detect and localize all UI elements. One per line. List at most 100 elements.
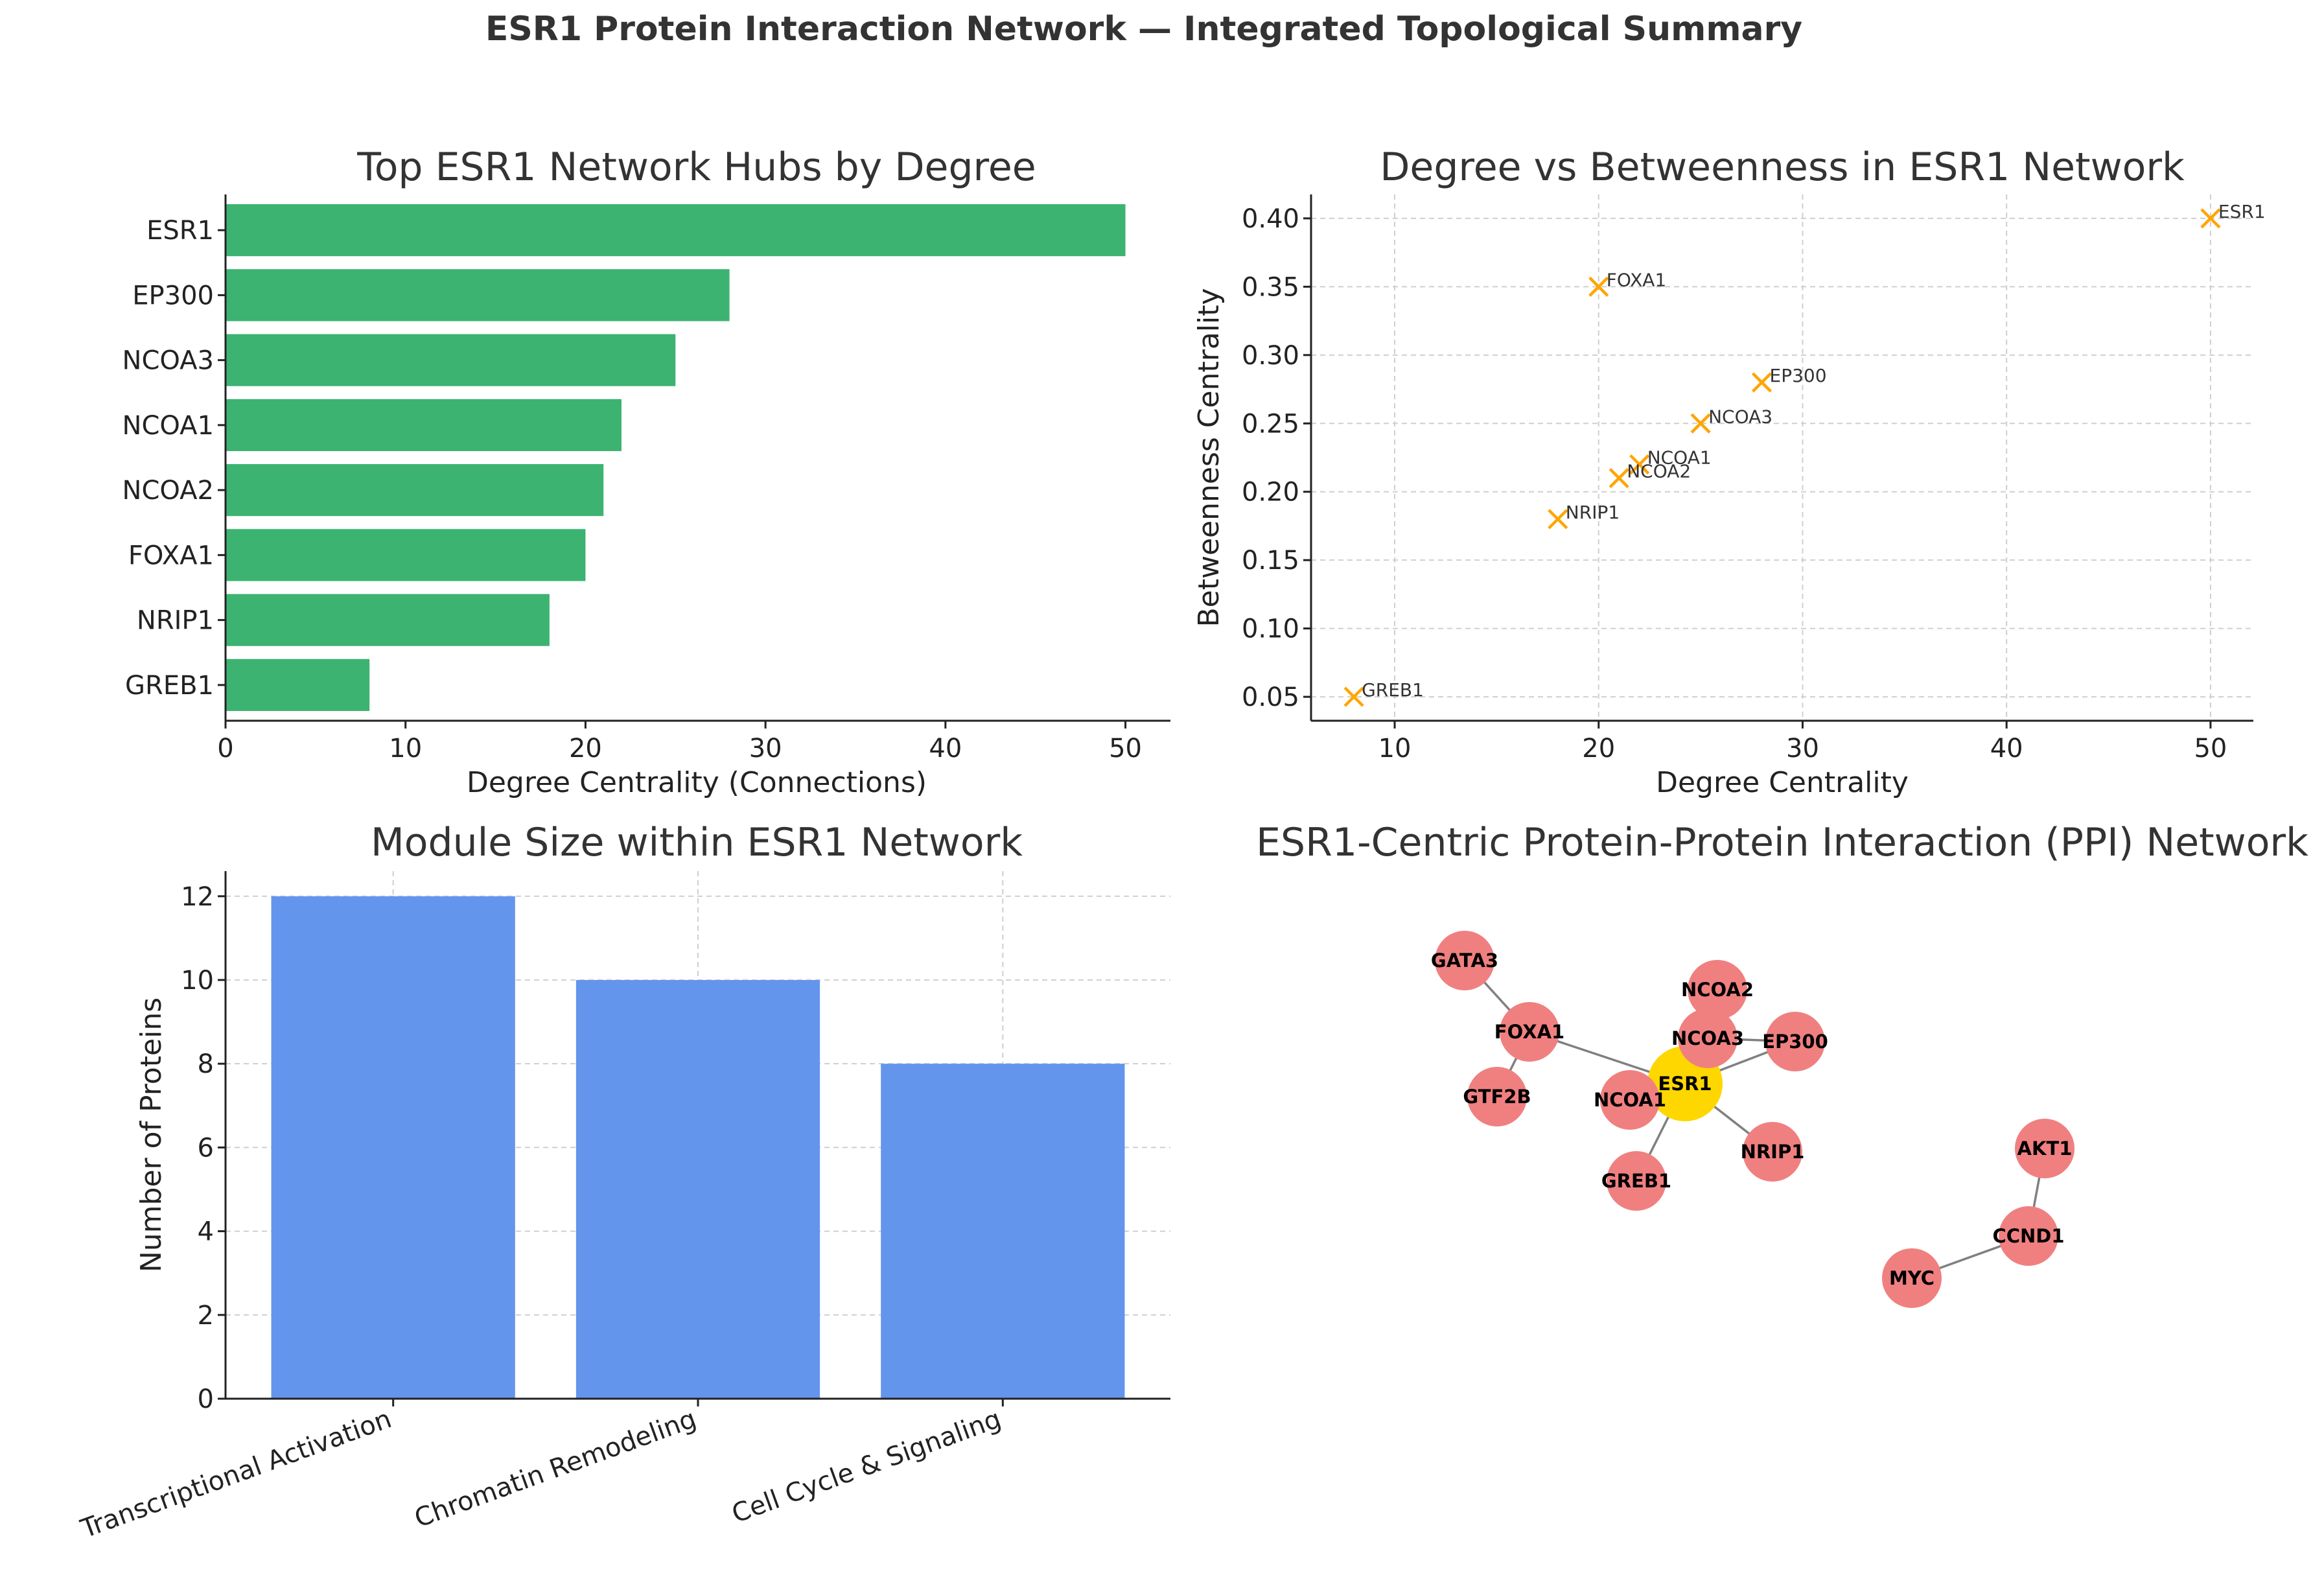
module-ytick-label: 6 xyxy=(198,1133,214,1163)
node-foxa1: FOXA1 xyxy=(1494,1002,1564,1062)
node-circle xyxy=(1688,960,1747,1020)
module-category-label: Cell Cycle & Signaling xyxy=(728,1404,1005,1529)
node-gtf2b: GTF2B xyxy=(1463,1067,1531,1126)
node-label: AKT1 xyxy=(2017,1138,2073,1160)
scatter-ytick-label: 0.30 xyxy=(1242,341,1299,371)
node-circle xyxy=(1999,1206,2058,1266)
hub-bar-ep300 xyxy=(226,269,730,321)
node-circle xyxy=(1882,1248,1942,1308)
node-label: NCOA3 xyxy=(1671,1027,1744,1049)
hub-xtick-label: 50 xyxy=(1109,734,1142,764)
scatter-point-ncoa2: NCOA2 xyxy=(1609,461,1691,489)
module-category-label: Chromatin Remodeling xyxy=(411,1404,701,1534)
hub-category-label: NCOA3 xyxy=(122,346,214,376)
hub-chart-xlabel: Degree Centrality (Connections) xyxy=(467,766,927,799)
module-size-bar-chart: Module Size within ESR1 Network 0 2 4 6 8 10 1… xyxy=(76,820,1170,1545)
scatter-ytick-label: 0.25 xyxy=(1242,409,1299,439)
module-category-label: Transcriptional Activation xyxy=(76,1404,395,1545)
hub-bar-esr1 xyxy=(226,204,1126,257)
node-circle xyxy=(1435,931,1494,990)
hub-bar-ncoa2 xyxy=(226,464,604,517)
module-bar xyxy=(881,1064,1125,1399)
node-circle xyxy=(1607,1151,1666,1211)
scatter-point-label: NCOA2 xyxy=(1627,461,1691,482)
scatter-xtick-label: 10 xyxy=(1378,734,1412,764)
node-ncoa2: NCOA2 xyxy=(1681,960,1754,1020)
module-ytick-label: 10 xyxy=(181,966,214,996)
node-label: NRIP1 xyxy=(1741,1141,1805,1163)
scatter-point-esr1: ESR1 xyxy=(2200,201,2266,229)
module-chart-ylabel: Number of Proteins xyxy=(135,998,168,1272)
scatter-point-foxa1: FOXA1 xyxy=(1588,269,1667,297)
node-circle xyxy=(1765,1012,1825,1071)
node-circle xyxy=(1600,1070,1660,1130)
module-ytick-label: 8 xyxy=(198,1049,214,1079)
scatter-point-ep300: EP300 xyxy=(1751,365,1827,393)
hub-bar-ncoa1 xyxy=(226,399,622,451)
hub-xtick-label: 20 xyxy=(569,734,602,764)
node-circle xyxy=(1743,1122,1802,1182)
node-ncoa1: NCOA1 xyxy=(1594,1070,1666,1130)
module-chart-title: Module Size within ESR1 Network xyxy=(371,820,1023,865)
hub-category-label: FOXA1 xyxy=(128,541,214,570)
hub-category-label: ESR1 xyxy=(146,216,214,246)
node-label: MYC xyxy=(1889,1267,1935,1289)
scatter-point-label: NCOA3 xyxy=(1708,406,1772,427)
scatter-ytick-label: 0.15 xyxy=(1242,546,1299,576)
scatter-ytick-label: 0.20 xyxy=(1242,478,1299,508)
scatter-ytick-label: 0.35 xyxy=(1242,272,1299,302)
network-title: ESR1-Centric Protein-Protein Interaction… xyxy=(1256,820,2308,865)
scatter-point-nrip1: NRIP1 xyxy=(1548,502,1620,530)
degree-betweenness-scatter: Degree vs Betweenness in ESR1 Network 10… xyxy=(1192,145,2266,799)
scatter-point-label: ESR1 xyxy=(2218,201,2266,222)
node-label: CCND1 xyxy=(1992,1225,2064,1247)
module-ytick-label: 2 xyxy=(198,1301,214,1331)
hub-bar-nrip1 xyxy=(226,594,550,646)
scatter-point-label: EP300 xyxy=(1770,365,1827,386)
node-circle xyxy=(2015,1119,2074,1178)
hub-bar-greb1 xyxy=(226,659,370,711)
hub-category-label: GREB1 xyxy=(125,671,214,701)
node-label: GTF2B xyxy=(1463,1086,1531,1108)
node-circle xyxy=(1500,1002,1559,1062)
node-gata3: GATA3 xyxy=(1431,931,1498,990)
hub-bar-foxa1 xyxy=(226,529,586,581)
node-circle xyxy=(1467,1067,1527,1126)
node-myc: MYC xyxy=(1882,1248,1942,1308)
scatter-ytick-label: 0.10 xyxy=(1242,614,1299,644)
scatter-point-label: NCOA1 xyxy=(1647,447,1712,469)
scatter-point-greb1: GREB1 xyxy=(1343,679,1424,707)
ppi-network: ESR1-Centric Protein-Protein Interaction… xyxy=(1256,820,2308,1308)
hub-category-label: NCOA1 xyxy=(122,411,214,441)
hub-xtick-label: 40 xyxy=(929,734,962,764)
figure-title: ESR1 Protein Interaction Network — Integ… xyxy=(485,10,1802,49)
scatter-ytick-label: 0.40 xyxy=(1242,204,1299,234)
node-ccnd1: CCND1 xyxy=(1992,1206,2065,1266)
scatter-xlabel: Degree Centrality xyxy=(1656,766,1909,799)
node-label: GREB1 xyxy=(1601,1170,1671,1192)
node-ep300: EP300 xyxy=(1762,1012,1828,1071)
scatter-point-label: NRIP1 xyxy=(1566,502,1620,523)
scatter-ytick-label: 0.05 xyxy=(1242,682,1299,712)
node-akt1: AKT1 xyxy=(2015,1119,2074,1178)
scatter-point-label: FOXA1 xyxy=(1607,269,1667,290)
hub-xtick-label: 0 xyxy=(217,734,233,764)
hub-degree-bar-chart: Top ESR1 Network Hubs by Degree ESR1 EP30… xyxy=(122,145,1170,799)
module-ytick-label: 0 xyxy=(198,1384,214,1414)
scatter-point-ncoa3: NCOA3 xyxy=(1690,406,1772,434)
node-label: ESR1 xyxy=(1658,1073,1712,1095)
node-label: EP300 xyxy=(1762,1031,1828,1053)
module-bar xyxy=(575,979,820,1399)
hub-bar-ncoa3 xyxy=(226,334,676,386)
hub-category-label: EP300 xyxy=(132,281,214,310)
hub-xtick-label: 30 xyxy=(749,734,782,764)
node-label: NCOA2 xyxy=(1681,979,1754,1001)
scatter-ylabel: Betweenness Centrality xyxy=(1192,288,1226,627)
node-greb1: GREB1 xyxy=(1601,1151,1671,1211)
module-ytick-label: 4 xyxy=(198,1217,214,1247)
hub-category-label: NRIP1 xyxy=(137,606,214,636)
scatter-xtick-label: 20 xyxy=(1582,734,1615,764)
hub-xtick-label: 10 xyxy=(389,734,422,764)
scatter-title: Degree vs Betweenness in ESR1 Network xyxy=(1380,145,2185,190)
